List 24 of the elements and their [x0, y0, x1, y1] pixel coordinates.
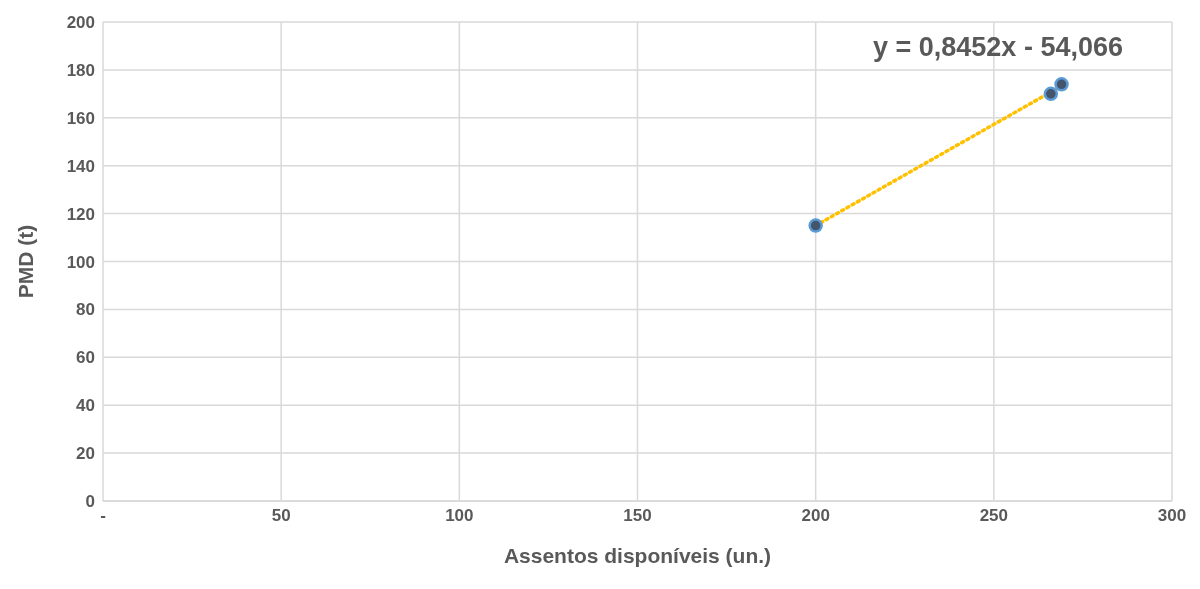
annotation: y = 0,8452x - 54,066 — [873, 32, 1123, 63]
point — [808, 218, 823, 233]
x-axis-title: Assentos disponíveis (un.) — [503, 544, 772, 567]
x-tick-label: 150 — [623, 506, 652, 526]
x-tick-label: 300 — [1157, 506, 1187, 526]
x-tick-label: 200 — [801, 506, 830, 526]
y-tick-label: 20 — [76, 444, 95, 464]
point — [1054, 77, 1069, 92]
y-tick-label: 160 — [66, 108, 95, 128]
y-tick-label: 60 — [76, 348, 95, 368]
y-tick-label: 80 — [76, 300, 95, 320]
y-tick-label: 120 — [66, 204, 95, 224]
x-tick-label: - — [100, 506, 106, 526]
x-tick-label: 100 — [445, 506, 474, 526]
y-tick-label: 140 — [66, 156, 95, 176]
y-tick-label: 40 — [76, 396, 95, 416]
x-tick-label: 250 — [979, 506, 1009, 526]
y-tick-label: 0 — [85, 492, 95, 512]
point — [1043, 86, 1059, 102]
x-tick-label: 50 — [271, 506, 291, 526]
y-tick-label: 200 — [66, 13, 95, 33]
y-tick-label: 100 — [66, 252, 95, 272]
y-tick-label: 180 — [66, 60, 95, 80]
y-axis-title: PMD (t) — [14, 224, 38, 299]
